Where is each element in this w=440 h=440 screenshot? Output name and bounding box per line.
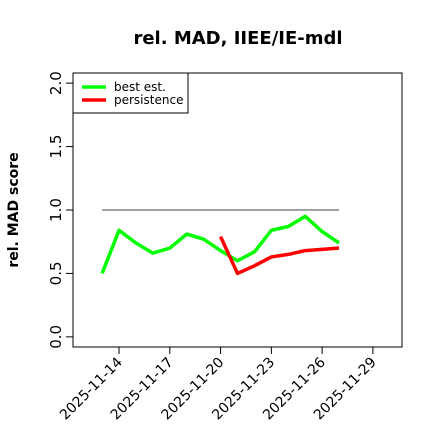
series-line [218, 235, 340, 276]
series-line [100, 214, 341, 275]
y-tick-label: 1.0 [47, 198, 65, 222]
legend-box [72, 72, 189, 114]
y-tick-label: 0.5 [47, 261, 65, 285]
y-tick-label: 0.0 [47, 325, 65, 349]
y-axis-label: rel. MAD score [6, 152, 22, 267]
legend-label: persistence [114, 93, 183, 107]
y-tick-label: 2.0 [47, 71, 65, 95]
chart-title: rel. MAD, IIEE/IE-mdl [133, 28, 342, 49]
y-tick-label: 1.5 [47, 135, 65, 159]
legend-label: best est. [114, 80, 166, 94]
